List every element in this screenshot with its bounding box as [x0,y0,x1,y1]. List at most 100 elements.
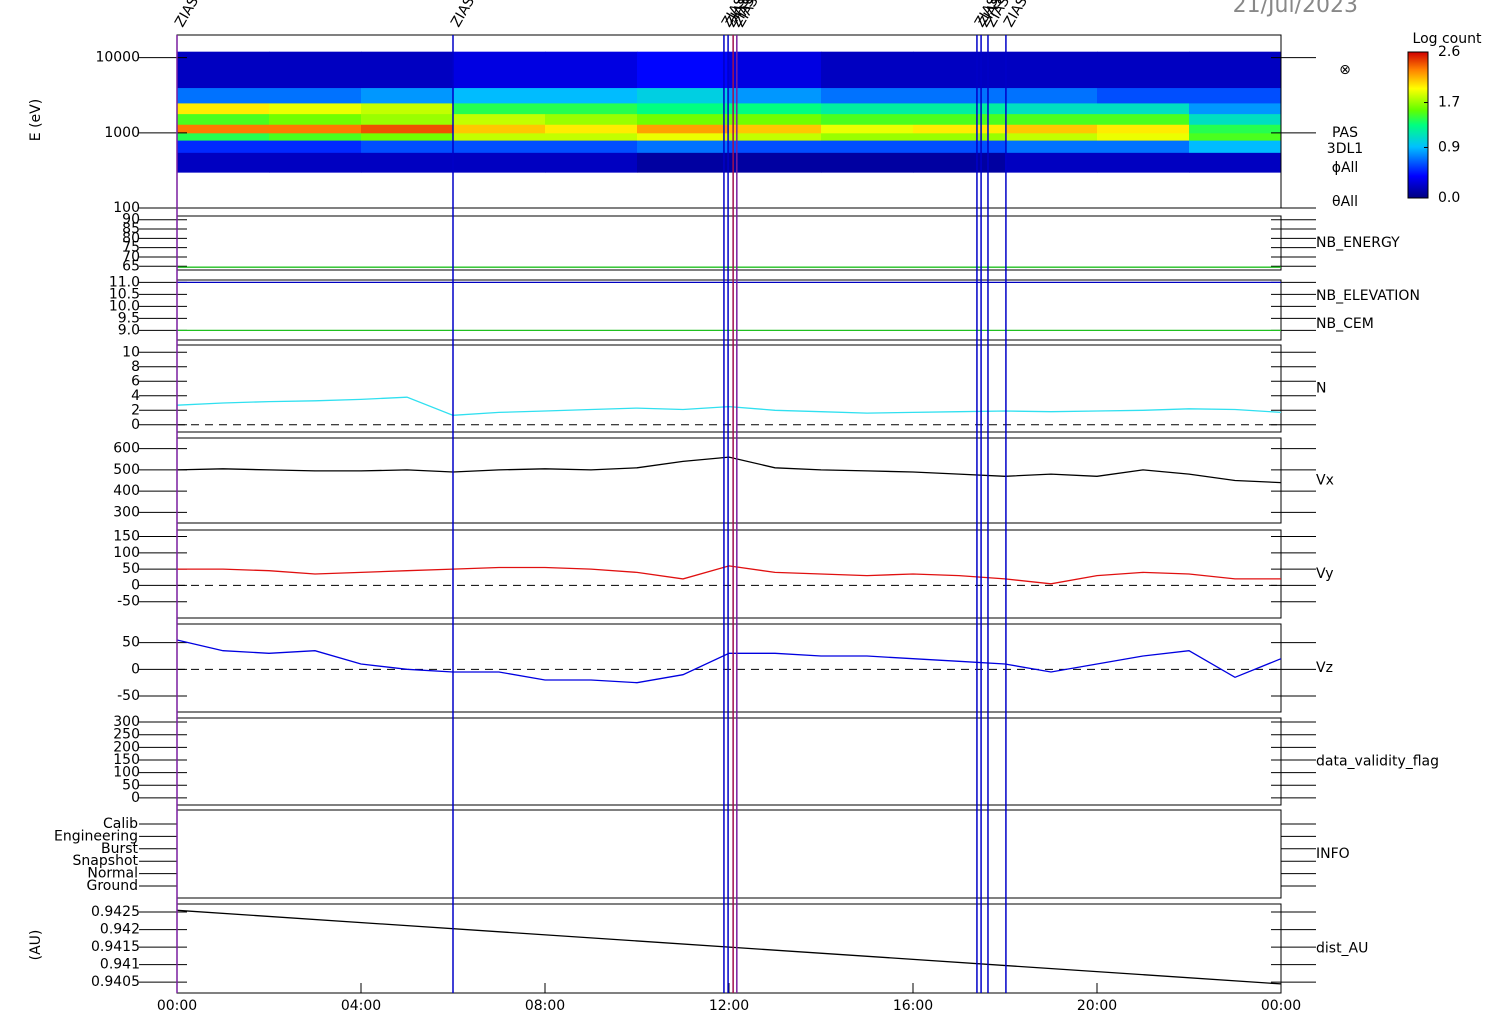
heatmap-cell [729,113,822,125]
y-tick-label: 50 [122,777,140,793]
colorbar-tick-label: 0.9 [1438,139,1460,155]
heatmap-cell [453,87,546,104]
heatmap-cell [545,51,638,89]
y-tick-label: 0.941 [100,957,140,973]
y-tick-label: 10000 [95,50,140,66]
heatmap-cell [269,87,362,104]
heatmap-cell [1189,51,1282,89]
heatmap-cell [637,102,730,115]
heatmap-cell [1005,113,1098,125]
heatmap-cell [177,152,270,173]
y-axis-label: E (eV) [28,99,44,141]
y-tick-label: 50 [122,561,140,577]
colorbar-tick-label: 2.6 [1438,44,1460,60]
heatmap-cell [637,152,730,173]
heatmap-cell [361,87,454,104]
x-tick-label: 00:00 [1261,998,1301,1014]
heatmap-cell [1005,140,1098,153]
date: 21/Jul/2023 [1233,0,1358,18]
heatmap-cell [913,152,1006,173]
y-category-label: Snapshot [73,853,139,869]
series-label: Vx [1316,473,1334,489]
event-label: ZIAS [172,0,202,30]
y-tick-label: 250 [113,727,140,743]
y-tick-label: 2 [131,402,140,418]
y-tick-label: 0.9405 [91,974,140,990]
y-tick-label: 150 [113,529,140,545]
y-tick-label: 300 [113,714,140,730]
y-tick-label: 6 [131,373,140,389]
y-tick-label: 0 [131,417,140,433]
heatmap-cell [913,87,1006,104]
heatmap-cell [1005,102,1098,115]
annotation: θAll [1332,194,1358,210]
heatmap-cell [1097,124,1190,134]
heatmap-cell [361,102,454,115]
heatmap-cell [637,51,730,89]
heatmap-cell [821,152,914,173]
heatmap-cell [1189,113,1282,125]
series-line [176,909,1282,985]
heatmap-cell [453,124,546,134]
heatmap-cell [545,152,638,173]
y-category-label: Engineering [54,828,138,844]
heatmap-cell [177,124,270,134]
y-tick-label: 100 [113,765,140,781]
annotation: 3DL1 [1327,141,1363,157]
heatmap-cell [269,140,362,153]
heatmap-cell [453,102,546,115]
y-tick-label: 0.9425 [91,904,140,920]
y-tick-label: 0 [131,661,140,677]
heatmap-cell [361,124,454,134]
heatmap-cell [269,102,362,115]
heatmap-cell [453,152,546,173]
heatmap-cell [821,113,914,125]
y-tick-label: 85 [122,221,140,237]
heatmap-cell [913,51,1006,89]
heatmap-cell [269,152,362,173]
series-label: NB_CEM [1316,316,1374,332]
y-tick-label: 11.0 [109,274,140,290]
heatmap-cell [729,152,822,173]
heatmap-cell [453,51,546,89]
x-tick-label: 20:00 [1077,998,1117,1014]
series-line [177,565,1281,585]
heatmap-cell [821,51,914,89]
heatmap-cell [821,132,914,141]
heatmap-cell [1189,152,1282,173]
y-tick-label: 400 [113,483,140,499]
colorbar-label: Log count [1413,31,1482,47]
y-tick-label: -50 [117,594,140,610]
heatmap-cell [1005,87,1098,104]
heatmap-cell [361,152,454,173]
heatmap-cell [361,113,454,125]
y-tick-label: 70 [122,249,140,265]
y-tick-label: 65 [122,258,140,274]
heatmap-cell [637,87,730,104]
y-category-label: Calib [103,816,138,832]
heatmap-cell [821,124,914,134]
y-tick-label: 90 [122,212,140,228]
panel-frame [176,809,1282,899]
y-tick-label: 150 [113,752,140,768]
heatmap-cell [821,140,914,153]
heatmap-cell [1189,87,1282,104]
heatmap-cell [453,132,546,141]
heatmap-cell [453,113,546,125]
y-tick-label: 75 [122,240,140,256]
heatmap-cell [1097,152,1190,173]
y-tick-label: 100 [113,200,140,216]
panel-frame [176,437,1282,524]
heatmap-cell [361,132,454,141]
y-tick-label: 200 [113,739,140,755]
panel-frame [176,344,1282,433]
series-label: NB_ELEVATION [1316,288,1420,304]
y-tick-label: 10.5 [109,286,140,302]
heatmap-cell [177,140,270,153]
heatmap-cell [637,124,730,134]
y-tick-label: 9.0 [118,322,140,338]
heatmap-cell [913,140,1006,153]
y-tick-label: 100 [113,545,140,561]
series-label: dist_AU [1316,941,1368,957]
